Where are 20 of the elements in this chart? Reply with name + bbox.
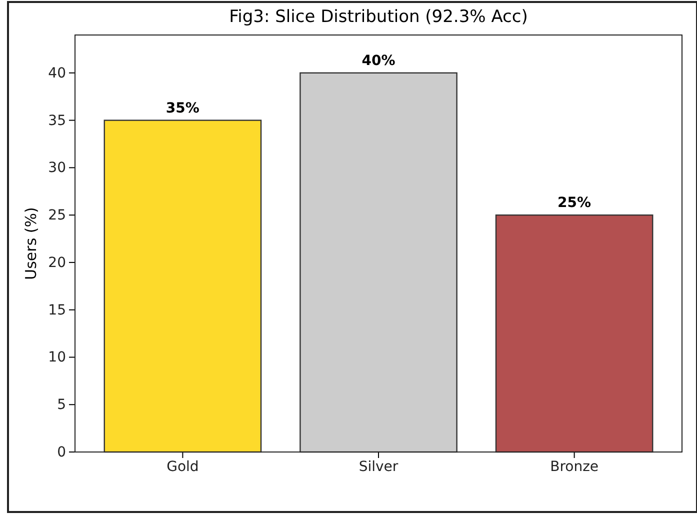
bar	[104, 120, 262, 453]
data-label: 40%	[362, 52, 396, 69]
chart-title: Fig3: Slice Distribution (92.3% Acc)	[229, 7, 528, 27]
y-tick-label: 40	[48, 65, 66, 82]
y-tick-label: 25	[48, 208, 66, 224]
y-tick-label: 0	[57, 444, 66, 460]
bar	[300, 72, 458, 453]
data-label: 35%	[166, 100, 200, 116]
y-tick-label: 10	[48, 350, 66, 366]
x-tick-label: Bronze	[550, 458, 599, 475]
bar	[495, 214, 654, 453]
y-tick-label: 30	[48, 160, 66, 176]
y-tick-label: 35	[48, 112, 66, 129]
y-tick-label: 15	[48, 302, 66, 318]
data-label: 25%	[558, 195, 592, 212]
x-tick-label: Silver	[358, 458, 398, 475]
y-tick-label: 5	[57, 397, 66, 414]
y-tick-label: 20	[48, 254, 66, 271]
y-axis-title: Users (%)	[22, 207, 40, 280]
x-tick-label: Gold	[166, 458, 199, 475]
